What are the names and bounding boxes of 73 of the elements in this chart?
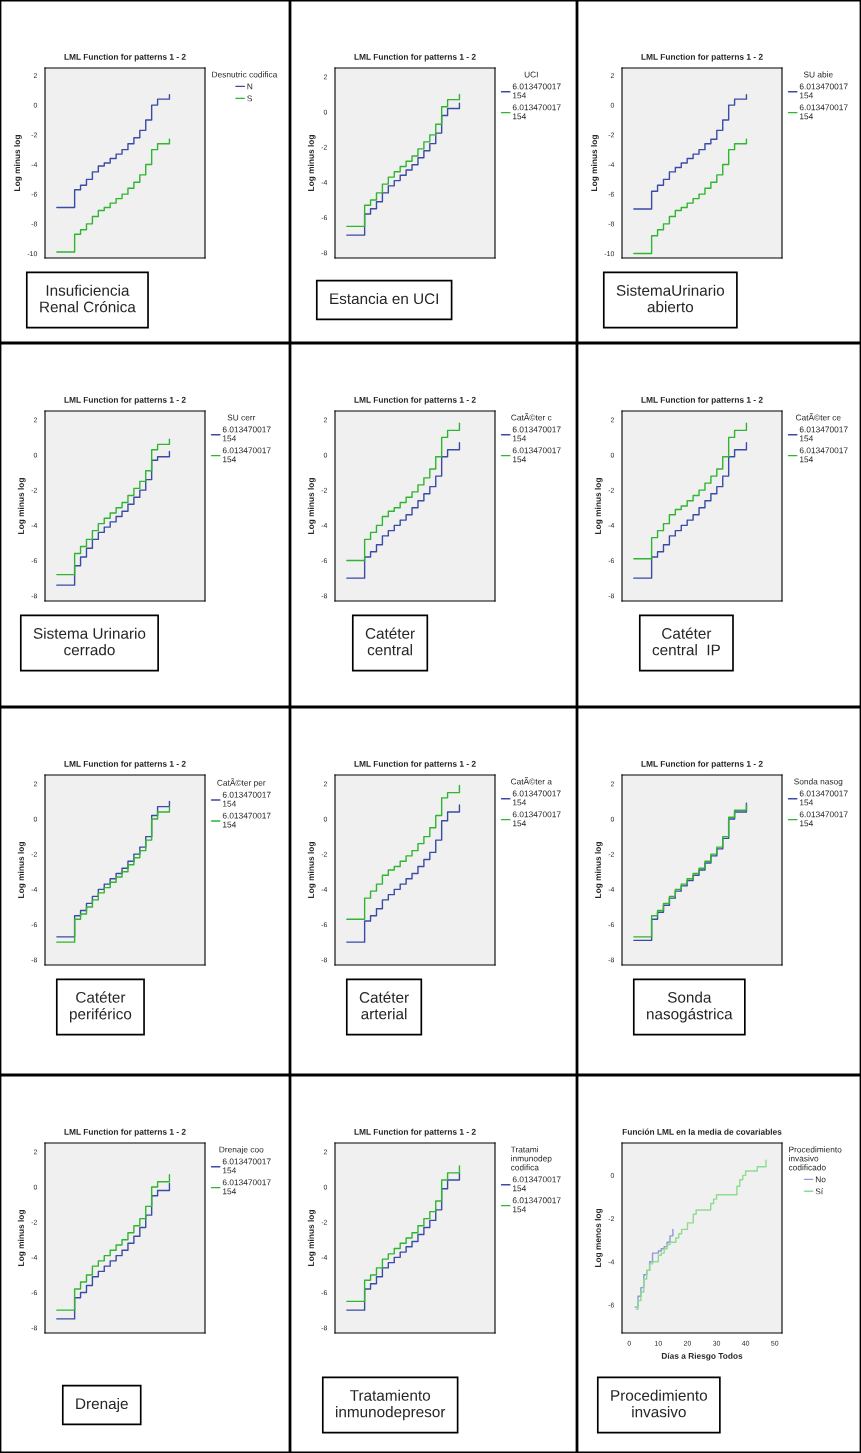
chart-title: LML Function for patterns 1 - 2: [641, 53, 763, 62]
y-axis-title: Log minus log: [307, 478, 316, 534]
legend-label: 6.013470017 154: [512, 426, 561, 442]
y-axis-title: Log menos log: [594, 1208, 603, 1268]
text: Catéter central: [365, 627, 415, 656]
chart-title: LML Function for patterns 1 - 2: [354, 396, 476, 405]
legend-label: 6.013470017 154: [799, 447, 848, 463]
text: Insuficiencia Renal Crónica: [40, 284, 136, 313]
chart-title: LML Function for patterns 1 - 2: [641, 396, 763, 405]
legend-label: 6.013470017 154: [222, 812, 271, 828]
text: SistemaUrinario abierto: [616, 284, 725, 313]
text: Sonda nasogástrica: [647, 991, 733, 1023]
chart-title: LML Function for patterns 1 - 2: [64, 53, 186, 62]
y-axis-title: Log minus log: [17, 842, 26, 898]
text: Drenaje: [76, 1397, 128, 1413]
legend-title: CatÃ©ter a: [511, 777, 552, 785]
legend-label: 6.013470017 154: [222, 1179, 271, 1195]
legend-label: 6.013470017 154: [512, 811, 561, 827]
text: Sistema Urinario cerrado: [33, 627, 146, 656]
chart-title: LML Function for patterns 1 - 2: [64, 1128, 186, 1137]
chart-title: LML Function for patterns 1 - 2: [354, 760, 476, 769]
y-axis-title: Log minus log: [17, 1210, 26, 1266]
legend-label: 6.013470017 154: [512, 104, 561, 120]
legend-label: No: [815, 1176, 826, 1183]
legend-label: 6.013470017 154: [799, 811, 848, 827]
legend-label: 6.013470017 154: [512, 447, 561, 463]
legend-label: 6.013470017 154: [512, 790, 561, 806]
y-axis-title: Log minus log: [307, 135, 316, 191]
legend-label: 6.013470017 154: [799, 104, 848, 120]
legend-label: 6.013470017 154: [799, 83, 848, 99]
legend-label: 6.013470017 154: [222, 447, 271, 463]
legend-label: 6.013470017 154: [222, 1158, 271, 1174]
legend-label: 6.013470017 154: [799, 790, 848, 806]
y-axis-title: Log minus log: [307, 842, 316, 898]
legend-label: 6.013470017 154: [799, 426, 848, 442]
x-axis-title: Días a Riesgo Todos: [661, 1352, 743, 1361]
chart-title: LML Function for patterns 1 - 2: [354, 1128, 476, 1137]
legend-title: CatÃ©ter per: [217, 778, 266, 788]
text: Catéter periférico: [69, 991, 132, 1023]
legend-title: Drenaje coo: [219, 1146, 264, 1155]
legend-label: 6.013470017 154: [512, 1197, 561, 1213]
text: Procedimiento invasivo: [611, 1389, 708, 1418]
legend-label: Sí: [815, 1188, 824, 1195]
legend-title: CatÃ©ter c: [511, 413, 552, 421]
y-axis-title: Log minus log: [594, 478, 603, 534]
text: Catéter arterial: [359, 991, 409, 1020]
chart-title: Función LML en la media de covariables: [622, 1128, 782, 1135]
text: Estancia en UCI: [330, 292, 438, 305]
legend-title: Procedimiento invasivo codificado: [788, 1146, 842, 1171]
text: Tratamiento inmunodepresor: [336, 1389, 446, 1421]
legend-title: Tratami inmunodep codifica: [510, 1146, 552, 1171]
y-axis-title: Log minus log: [17, 478, 26, 534]
chart-title: LML Function for patterns 1 - 2: [354, 53, 476, 62]
y-axis-title: Log minus log: [594, 842, 603, 898]
y-axis-title: Log minus log: [13, 135, 22, 191]
y-axis-title: Log minus log: [307, 1210, 316, 1266]
legend-label: 6.013470017 154: [222, 791, 271, 807]
legend-label: 6.013470017 154: [512, 83, 561, 99]
legend-title: CatÃ©ter ce: [795, 413, 841, 421]
legend-title: Sonda nasog: [794, 778, 843, 787]
legend-title: SU cerr: [227, 414, 256, 421]
text: Catéter central IP: [652, 627, 720, 656]
y-axis-title: Log minus log: [590, 135, 599, 191]
chart-title: LML Function for patterns 1 - 2: [64, 760, 186, 769]
chart-title: LML Function for patterns 1 - 2: [64, 396, 186, 405]
legend-label: 6.013470017 154: [222, 426, 271, 442]
legend-title: UCI: [524, 71, 538, 78]
chart-title: LML Function for patterns 1 - 2: [641, 760, 763, 769]
legend-label: N: [247, 83, 253, 90]
legend-title: Desnutric codifica: [212, 71, 278, 78]
legend-label: 6.013470017 154: [512, 1176, 561, 1192]
legend-label: S: [247, 95, 252, 102]
legend-title: SU abie: [803, 71, 833, 78]
